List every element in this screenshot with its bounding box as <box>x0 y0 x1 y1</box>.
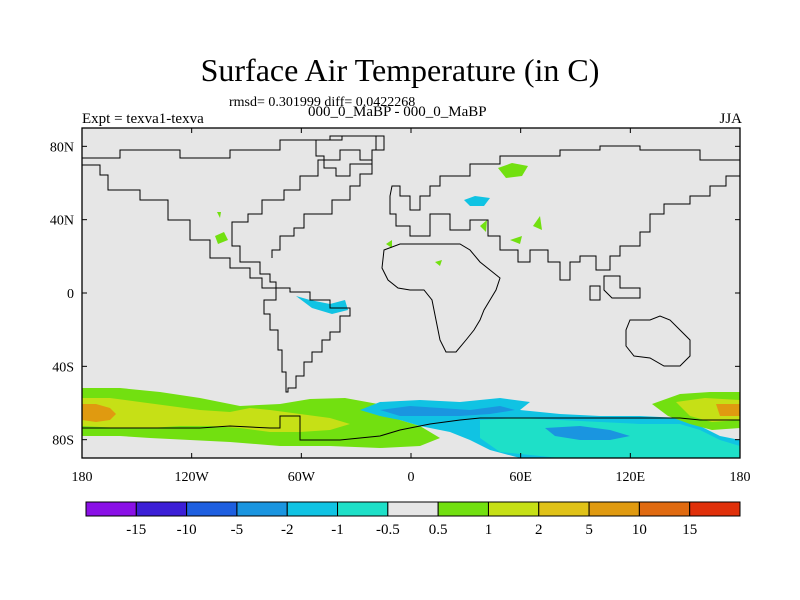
colorbar-label: -15 <box>126 522 146 538</box>
colorbar-labels: -15 -10 -5 -2 -1 -0.5 0.5 1 2 5 10 15 <box>126 522 697 538</box>
coast-greenland <box>315 135 385 177</box>
colorbar-label: -10 <box>177 522 197 538</box>
x-tick-label: 0 <box>408 470 415 485</box>
colorbar-label: 15 <box>682 522 697 538</box>
x-tick-label: 120E <box>616 470 646 485</box>
anomaly-green-na <box>215 232 228 244</box>
anomaly-green-na2 <box>217 212 221 218</box>
colorbar-swatch <box>236 501 288 517</box>
colorbar-label: -1 <box>331 522 344 538</box>
coast-eurasia <box>389 145 741 281</box>
colorbar-swatch <box>85 501 137 517</box>
colorbar-swatch <box>588 501 640 517</box>
anomaly-green-africa <box>435 260 442 266</box>
colorbar-label: 0.5 <box>429 522 448 538</box>
x-tick-label: 60W <box>288 470 316 485</box>
anomaly-blue-south-east <box>380 406 515 416</box>
y-tick-label: 0 <box>67 287 74 302</box>
coastlines <box>81 135 741 441</box>
x-tick-label: 120W <box>175 470 210 485</box>
period-label: 000_0_MaBP - 000_0_MaBP <box>308 104 487 120</box>
anomaly-orange-south-east <box>716 404 740 416</box>
colorbar-label: 2 <box>535 522 543 538</box>
anomaly-green-me <box>510 236 522 244</box>
anomaly-green-eu <box>386 240 392 248</box>
colorbar-label: -5 <box>231 522 244 538</box>
x-tick-label: 180 <box>730 470 751 485</box>
y-tick-label: 40N <box>50 214 74 229</box>
colorbar-label: 10 <box>632 522 647 538</box>
experiment-label: Expt = texva1-texva <box>82 111 204 127</box>
anomaly-blue-south-east-2 <box>545 426 630 440</box>
colorbar-swatch <box>387 501 439 517</box>
anomaly-green-arctic <box>498 163 528 178</box>
coast-south-america <box>263 287 351 393</box>
coast-australia <box>625 315 691 367</box>
coast-north-america <box>81 135 377 289</box>
y-tick-label: 80N <box>50 140 74 155</box>
x-tick-label: 180 <box>72 470 93 485</box>
anomaly-green-india <box>533 216 542 230</box>
y-axis-ticks: 80N 40N 0 40S 80S <box>50 140 740 449</box>
coast-antarctica <box>82 415 740 441</box>
colorbar-swatch <box>286 501 339 517</box>
anomaly-orange-south-west <box>82 404 116 422</box>
anomaly-fields <box>82 163 740 458</box>
x-axis-ticks: 180 120W 60W 0 60E 120E 180 <box>72 128 751 485</box>
coast-southeast-asia <box>589 275 641 301</box>
x-tick-label: 60E <box>509 470 532 485</box>
anomaly-green-ar <box>480 220 487 232</box>
colorbar-swatch <box>186 501 238 517</box>
coast-africa <box>381 243 501 353</box>
colorbar-swatch <box>638 501 691 517</box>
colorbar-swatch <box>337 501 389 517</box>
colorbar-label: -0.5 <box>376 522 400 538</box>
colorbar-label: -2 <box>281 522 294 538</box>
colorbar-swatch <box>135 501 188 517</box>
y-tick-label: 80S <box>52 434 74 449</box>
colorbar <box>85 501 741 517</box>
colorbar-swatch <box>437 501 489 517</box>
colorbar-swatch <box>689 501 741 517</box>
anomaly-yellow-south-west <box>82 398 350 432</box>
colorbar-label: 1 <box>485 522 493 538</box>
colorbar-swatch <box>487 501 540 517</box>
colorbar-label: 5 <box>585 522 593 538</box>
colorbar-swatch <box>538 501 590 517</box>
y-tick-label: 40S <box>52 360 74 375</box>
stats-text: rmsd= 0.301999 diff= 0.0422268 <box>229 95 416 110</box>
season-label: JJA <box>719 111 742 127</box>
map-title: Surface Air Temperature (in C) <box>200 52 600 88</box>
anomaly-cyan-sa <box>296 296 348 314</box>
anomaly-cyan-caspian <box>464 196 490 206</box>
